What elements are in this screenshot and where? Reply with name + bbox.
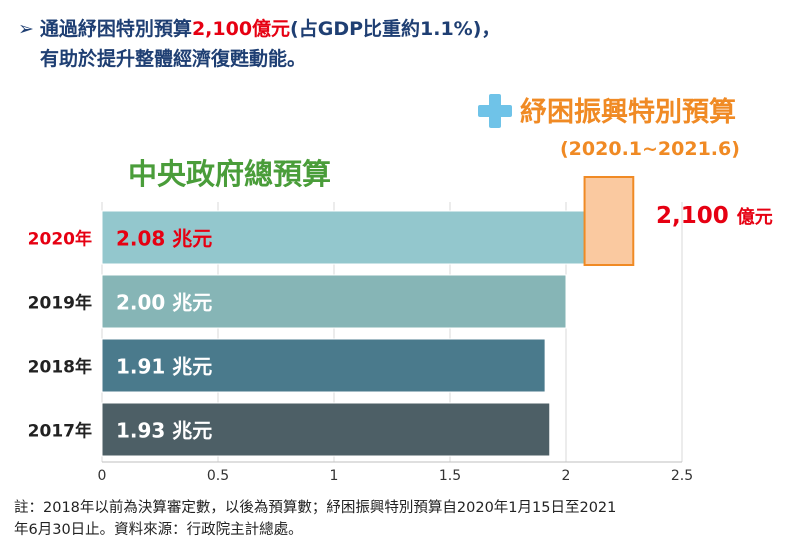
relief-budget-bar bbox=[583, 176, 635, 266]
headline-text: 通過紓困特別預算 bbox=[39, 18, 192, 40]
relief-budget-title: 紓困振興特別預算 bbox=[520, 97, 736, 128]
bar bbox=[101, 210, 586, 265]
bar bbox=[101, 338, 546, 393]
central-budget-title: 中央政府總預算 bbox=[128, 157, 332, 191]
x-tick-label: 2 bbox=[562, 468, 571, 484]
x-tick-label: 1 bbox=[330, 468, 339, 484]
plus-icon bbox=[478, 94, 512, 128]
bar-value-label: 2.08 兆元 bbox=[116, 227, 212, 251]
budget-bar-chart: 0 0.5 1 1.5 2 2.5 2.08 兆元 2020年 2.00 兆元 2019年 1.91… bbox=[28, 176, 693, 484]
category-label: 2017年 bbox=[28, 421, 92, 442]
category-label: 2020年 bbox=[28, 229, 92, 250]
relief-value-number: 2,100 bbox=[656, 203, 729, 229]
bar-value-label: 1.93 兆元 bbox=[116, 419, 212, 443]
x-tick-label: 1.5 bbox=[439, 468, 461, 484]
bar bbox=[101, 274, 567, 329]
relief-budget-period: (2020.1~2021.6) bbox=[560, 138, 740, 160]
x-tick-label: 2.5 bbox=[671, 468, 693, 484]
footnote-line-1: 註：2018年以前為決算審定數，以後為預算數；紓困振興特別預算自2020年1月1… bbox=[14, 500, 617, 516]
headline-gdp-share: (占GDP比重約1.1%)， bbox=[290, 18, 501, 40]
headline-line-1: ➢ 通過紓困特別預算2,100億元(占GDP比重約1.1%)， bbox=[18, 14, 788, 44]
footnote: 註：2018年以前為決算審定數，以後為預算數；紓困振興特別預算自2020年1月1… bbox=[14, 497, 794, 541]
headline: ➢ 通過紓困特別預算2,100億元(占GDP比重約1.1%)， 有助於提升整體經濟… bbox=[18, 14, 788, 74]
bar-value-label: 2.00 兆元 bbox=[116, 291, 212, 315]
relief-budget-value: 2,100 億元 bbox=[656, 203, 773, 229]
bar-value-label: 1.91 兆元 bbox=[116, 355, 212, 379]
x-tick-label: 0 bbox=[98, 468, 107, 484]
category-label: 2019年 bbox=[28, 293, 92, 314]
footnote-line-2: 年6月30日止。資料來源：行政院主計總處。 bbox=[14, 522, 303, 538]
category-label: 2018年 bbox=[28, 357, 92, 378]
relief-value-unit: 億元 bbox=[736, 207, 773, 228]
headline-amount: 2,100億元 bbox=[191, 18, 291, 40]
bar bbox=[101, 402, 551, 457]
x-tick-label: 0.5 bbox=[207, 468, 229, 484]
headline-line-2: 有助於提升整體經濟復甦動能。 bbox=[40, 48, 307, 70]
bullet-arrow-icon: ➢ bbox=[18, 18, 34, 40]
